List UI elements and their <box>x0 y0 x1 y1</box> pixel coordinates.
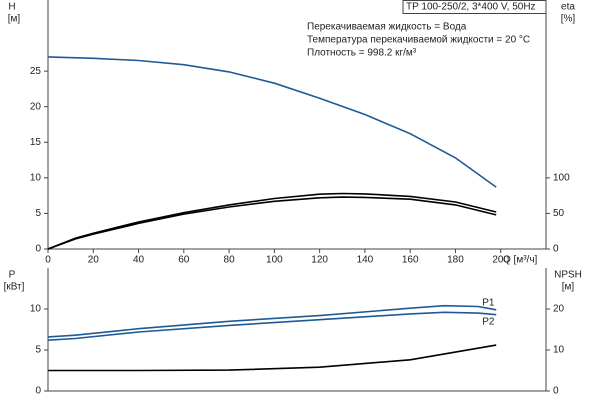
x-axis-label: Q [м³/ч] <box>503 255 538 266</box>
annotation: Перекачиваемая жидкость = Вода <box>307 22 467 33</box>
x-tick-label: 160 <box>402 255 419 266</box>
y2-axis-unit: [м] <box>562 282 575 293</box>
x-tick-label: 80 <box>224 255 236 266</box>
y-axis-unit: [кВт] <box>4 282 25 293</box>
y2-tick-label: 20 <box>553 304 565 315</box>
x-tick-label: 180 <box>447 255 464 266</box>
x-tick-label: 20 <box>88 255 100 266</box>
y-axis-unit: [м] <box>8 14 21 25</box>
y2-tick-label: 0 <box>553 386 559 397</box>
y-tick-label: 10 <box>30 172 42 183</box>
annotation: TP 100-250/2, 3*400 V, 50Hz <box>406 2 536 13</box>
series-label: P1 <box>482 297 495 308</box>
y2-axis-label: NPSH <box>554 270 582 281</box>
x-tick-label: 0 <box>45 255 51 266</box>
y2-axis-label: eta <box>561 2 575 13</box>
x-tick-label: 140 <box>357 255 374 266</box>
series-line <box>48 344 497 372</box>
y-axis-label: P <box>9 270 16 281</box>
y2-tick-label: 100 <box>553 172 570 183</box>
y-tick-label: 5 <box>35 345 41 356</box>
x-tick-label: 40 <box>133 255 145 266</box>
y-tick-label: 15 <box>30 137 42 148</box>
y-axis-label: H <box>8 2 15 13</box>
y2-axis-unit: [%] <box>561 14 576 25</box>
y2-tick-label: 0 <box>553 244 559 255</box>
info-box <box>402 0 547 14</box>
x-tick-label: 200 <box>492 255 509 266</box>
x-tick-label: 100 <box>266 255 283 266</box>
y-tick-label: 5 <box>35 208 41 219</box>
series-line <box>47 56 497 188</box>
series-line <box>47 196 497 250</box>
annotation: Плотность = 998.2 кг/м³ <box>307 48 417 59</box>
series-line <box>47 304 497 338</box>
y2-tick-label: 10 <box>553 345 565 356</box>
y-tick-label: 0 <box>35 244 41 255</box>
x-tick-label: 120 <box>311 255 328 266</box>
annotation: Температура перекачиваемой жидкости = 20… <box>307 35 530 46</box>
x-tick-label: 60 <box>178 255 190 266</box>
y-tick-label: 25 <box>30 66 42 77</box>
series-line <box>47 311 497 341</box>
y2-tick-label: 50 <box>553 208 565 219</box>
y-tick-label: 10 <box>30 304 42 315</box>
y-tick-label: 20 <box>30 101 42 112</box>
y-tick-label: 0 <box>35 386 41 397</box>
series-label: P2 <box>482 316 495 327</box>
